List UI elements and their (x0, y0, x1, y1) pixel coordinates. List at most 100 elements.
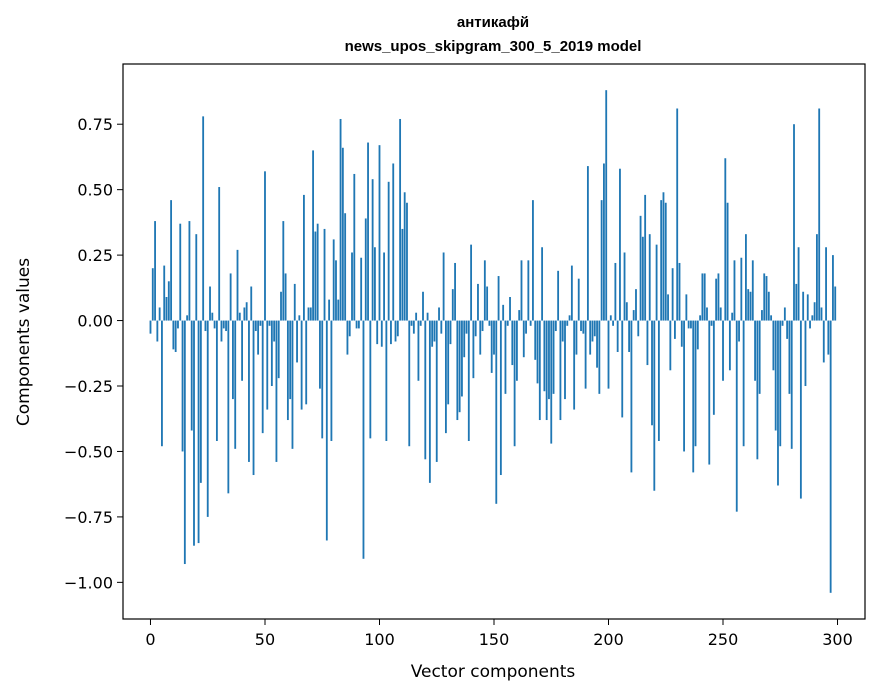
bar (550, 320, 553, 444)
bar (797, 247, 800, 321)
bar (628, 320, 631, 352)
bar (250, 286, 253, 321)
bar (735, 320, 738, 512)
x-tick-label: 100 (364, 630, 395, 649)
bar (538, 320, 541, 421)
x-tick-label: 50 (255, 630, 275, 649)
bar (719, 307, 722, 321)
bar (774, 320, 777, 431)
bar (543, 320, 546, 392)
bar (215, 320, 218, 441)
bar (412, 320, 415, 334)
bar (286, 320, 289, 421)
bar (387, 181, 390, 321)
bar (591, 320, 594, 342)
bar (273, 320, 276, 342)
bar (554, 320, 557, 332)
bar (607, 320, 610, 389)
bar (394, 320, 397, 342)
bar (428, 320, 431, 483)
bar (767, 291, 770, 321)
bar (701, 273, 704, 321)
bar (495, 320, 498, 504)
y-tick-label: −0.25 (64, 377, 113, 396)
bar (621, 320, 624, 418)
x-tick-label: 200 (593, 630, 624, 649)
bar (483, 260, 486, 321)
bar (252, 320, 255, 476)
bar (511, 320, 514, 366)
bar (442, 252, 445, 321)
bar (282, 221, 285, 321)
bar (609, 315, 612, 321)
bar (806, 294, 809, 321)
bar (335, 260, 337, 321)
bar (605, 90, 608, 321)
bar (277, 320, 280, 379)
bar (786, 320, 789, 339)
bar (417, 320, 420, 381)
bar (161, 320, 163, 447)
bar (676, 108, 679, 321)
bar (630, 320, 633, 473)
x-tick-label: 300 (822, 630, 853, 649)
bar (504, 320, 507, 394)
bar (179, 223, 182, 321)
bar (188, 221, 191, 321)
bar (722, 320, 724, 381)
bar (593, 320, 596, 337)
bar (699, 315, 702, 321)
bar (745, 234, 747, 321)
bar (724, 158, 727, 321)
bar (167, 281, 170, 321)
bar (419, 320, 422, 326)
bar (506, 320, 509, 326)
bar (751, 260, 754, 321)
bar (740, 257, 743, 321)
bar (669, 320, 672, 371)
bar (564, 320, 566, 400)
bar (440, 320, 443, 334)
bar (781, 320, 784, 326)
bar (678, 262, 681, 321)
bar (181, 320, 184, 452)
bar (561, 320, 564, 342)
bar (834, 286, 837, 321)
bar (770, 315, 773, 321)
bar (522, 320, 525, 358)
bar (183, 320, 186, 565)
bar (619, 168, 621, 321)
bar (664, 202, 667, 321)
bar (827, 320, 830, 355)
bar (339, 118, 342, 321)
bar (577, 278, 580, 321)
bar (742, 320, 745, 447)
bar (454, 262, 456, 321)
bar (527, 260, 530, 321)
bar (451, 289, 454, 321)
bar (635, 289, 637, 321)
bar (756, 320, 759, 460)
bar (534, 320, 537, 360)
bar (218, 187, 221, 321)
y-tick-label: −1.00 (64, 573, 113, 592)
bar (467, 320, 470, 441)
bar (296, 320, 298, 363)
y-tick-label: −0.50 (64, 442, 113, 461)
bar (777, 320, 779, 486)
bar (726, 202, 729, 321)
bar (232, 320, 234, 400)
bar (199, 320, 202, 483)
bar (406, 202, 408, 321)
bar (683, 320, 685, 452)
bar (488, 320, 491, 326)
x-tick-label: 0 (145, 630, 155, 649)
bar (763, 273, 766, 321)
bar (552, 320, 555, 394)
bar (444, 320, 447, 434)
bar (456, 320, 459, 421)
bar (733, 260, 736, 321)
bar (229, 273, 232, 321)
bar (156, 320, 159, 342)
chart-subtitle: news_upos_skipgram_300_5_2019 model (345, 38, 642, 55)
